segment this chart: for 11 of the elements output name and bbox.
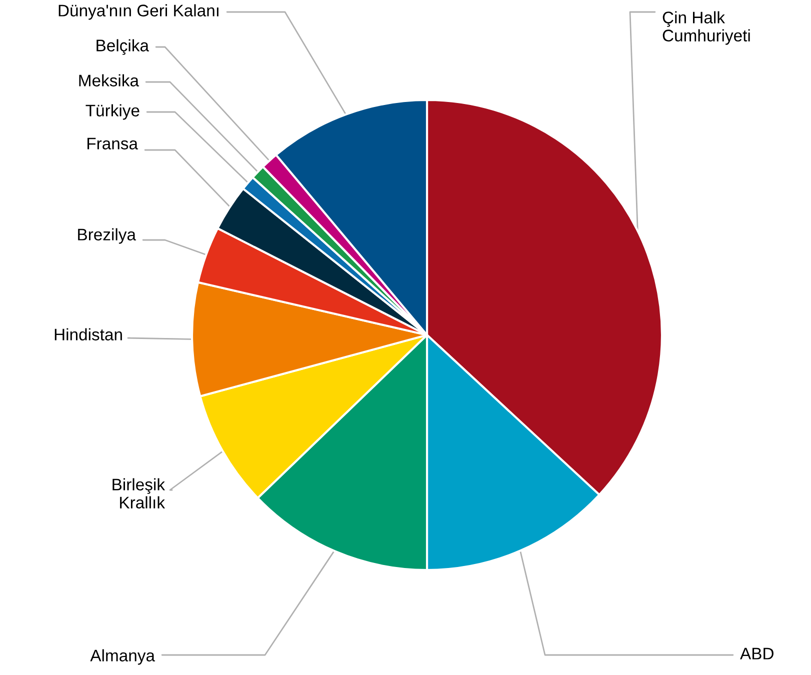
slice-label: Brezilya [78, 228, 136, 244]
slice-label: Hindistan [54, 328, 122, 340]
slice-label: Meksika [79, 74, 139, 86]
slice-label: ABD [740, 648, 774, 660]
slice-label: Almanya [90, 649, 155, 665]
slice-label: Çin Halk Cumhuriyeti [662, 11, 750, 45]
slice-label: Fransa [88, 138, 138, 150]
slice-label: Türkiye [86, 104, 140, 120]
slice-label: Dünya'nın Geri Kalanı [58, 4, 218, 20]
slice-label: Belçika [96, 39, 149, 55]
slice-label: Birleşik Krallık [112, 478, 166, 508]
